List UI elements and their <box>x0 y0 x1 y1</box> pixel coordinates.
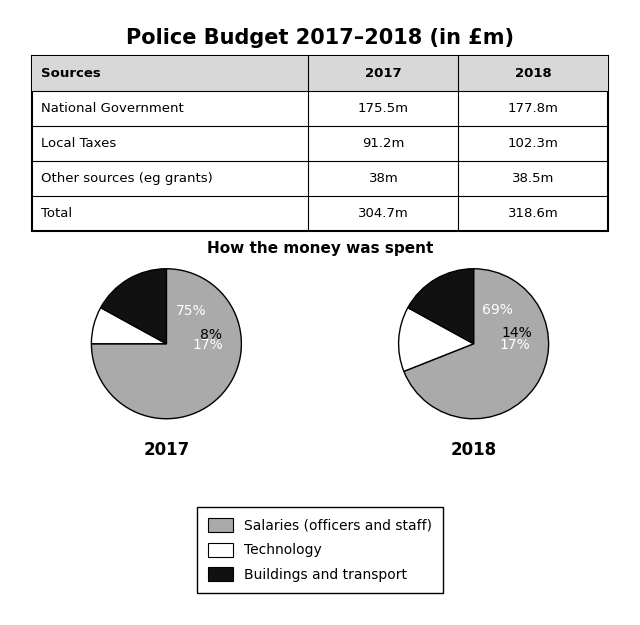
Text: 102.3m: 102.3m <box>508 138 559 150</box>
Text: 175.5m: 175.5m <box>358 102 409 115</box>
Text: 2018: 2018 <box>451 441 497 459</box>
Text: Sources: Sources <box>41 68 100 80</box>
Wedge shape <box>100 269 166 344</box>
Text: 91.2m: 91.2m <box>362 138 404 150</box>
Wedge shape <box>92 269 241 419</box>
Wedge shape <box>408 269 474 344</box>
Text: 2017: 2017 <box>143 441 189 459</box>
Text: 17%: 17% <box>192 338 223 352</box>
Text: How the money was spent: How the money was spent <box>207 241 433 256</box>
Text: Local Taxes: Local Taxes <box>41 138 116 150</box>
Text: 38m: 38m <box>369 173 398 185</box>
Wedge shape <box>399 308 474 371</box>
Text: 2018: 2018 <box>515 68 552 80</box>
Text: 2017: 2017 <box>365 68 402 80</box>
Text: Police Budget 2017–2018 (in £m): Police Budget 2017–2018 (in £m) <box>126 28 514 48</box>
Text: 38.5m: 38.5m <box>512 173 554 185</box>
Text: Total: Total <box>41 208 72 220</box>
Bar <box>32 56 608 91</box>
Wedge shape <box>92 308 166 344</box>
Text: 75%: 75% <box>176 304 207 318</box>
Legend: Salaries (officers and staff), Technology, Buildings and transport: Salaries (officers and staff), Technolog… <box>197 507 443 593</box>
Text: 14%: 14% <box>502 326 532 340</box>
Wedge shape <box>404 269 548 419</box>
Text: Other sources (eg grants): Other sources (eg grants) <box>41 173 212 185</box>
Text: 17%: 17% <box>499 338 530 352</box>
Text: 304.7m: 304.7m <box>358 208 409 220</box>
Text: 318.6m: 318.6m <box>508 208 559 220</box>
Text: 69%: 69% <box>481 302 513 317</box>
Text: 8%: 8% <box>200 328 221 342</box>
Text: 177.8m: 177.8m <box>508 102 559 115</box>
Text: National Government: National Government <box>41 102 184 115</box>
